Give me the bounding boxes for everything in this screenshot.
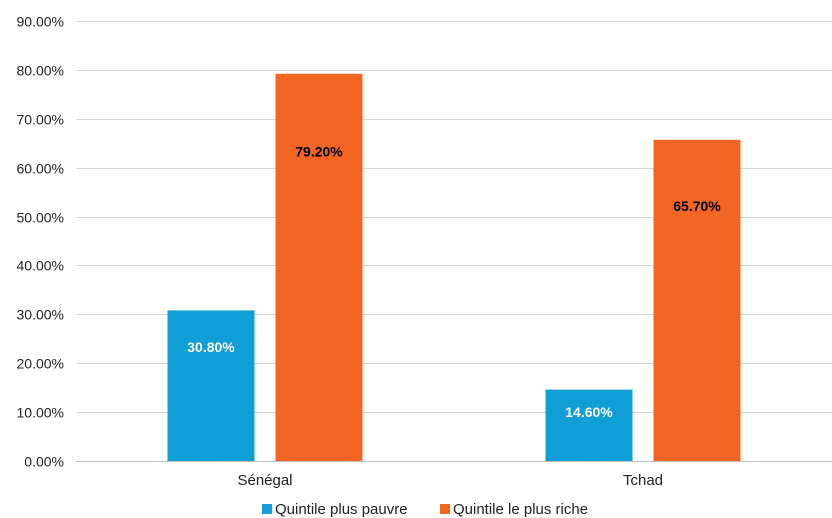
y-tick-label: 20.00%	[17, 356, 64, 372]
y-tick-label: 40.00%	[17, 258, 64, 274]
legend-label: Quintile plus pauvre	[275, 501, 408, 518]
y-tick-label: 60.00%	[17, 161, 64, 177]
data-label: 79.20%	[295, 144, 343, 160]
y-axis-tick-labels: 0.00% 10.00% 20.00% 30.00% 40.00% 50.00% 60.00…	[17, 14, 64, 470]
bars: 30.80% 79.20% 14.60% 65.70%	[167, 73, 741, 462]
category-label: Sénégal	[237, 472, 292, 489]
y-tick-label: 90.00%	[17, 14, 64, 30]
y-tick-label: 80.00%	[17, 63, 64, 79]
data-label: 14.60%	[565, 404, 613, 420]
bar-poorest-tchad	[545, 389, 633, 461]
legend: Quintile plus pauvre Quintile le plus ric…	[262, 501, 588, 518]
category-label: Tchad	[623, 472, 663, 489]
y-tick-label: 70.00%	[17, 112, 64, 128]
legend-swatch	[262, 504, 272, 514]
legend-swatch	[440, 504, 450, 514]
bar-richest-senegal	[275, 73, 363, 462]
bar-richest-tchad	[653, 139, 741, 462]
y-tick-label: 30.00%	[17, 307, 64, 323]
x-axis-category-labels: Sénégal Tchad	[237, 472, 663, 489]
y-tick-label: 0.00%	[24, 454, 64, 470]
legend-label: Quintile le plus riche	[453, 501, 588, 518]
y-tick-label: 50.00%	[17, 210, 64, 226]
data-label: 65.70%	[673, 198, 721, 214]
bar-poorest-senegal	[167, 310, 255, 461]
data-label: 30.80%	[187, 339, 235, 355]
y-tick-label: 10.00%	[17, 405, 64, 421]
